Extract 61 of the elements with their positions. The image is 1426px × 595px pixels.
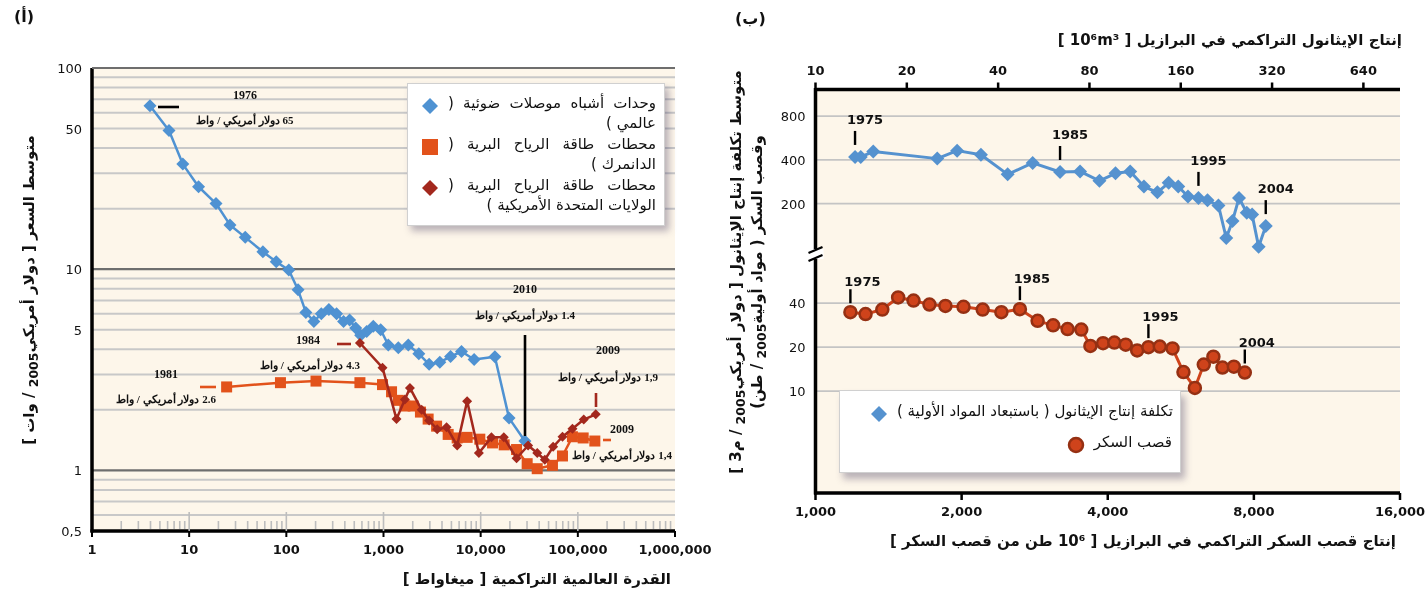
annotation: 65 دولار أمريكي / واط — [196, 113, 294, 127]
y-tick-label: 0,5 — [61, 523, 82, 539]
annotation: 2004 — [1238, 334, 1275, 349]
x-tick-label: 80 — [1080, 62, 1099, 77]
y-tick-label: 50 — [65, 121, 82, 137]
x-tick-label: 2,000 — [941, 503, 983, 519]
x-tick-label: 100 — [272, 541, 300, 557]
annotation: 1975 — [846, 111, 884, 127]
legend-label: وحدات أشباه موصلات ضوئية ( عالمي ) — [447, 94, 656, 133]
y-tick-label: 800 — [780, 108, 806, 124]
y-tick-label: 1 — [73, 462, 82, 478]
chart-title: (أ) — [14, 6, 35, 26]
x-tick-label: 16,000 — [1374, 503, 1426, 519]
x-tick-label: 1,000,000 — [638, 541, 712, 557]
annotation: 2.6 دولار أمريكي / واط — [116, 392, 216, 406]
y-tick-label: 10 — [65, 261, 82, 277]
y-tick-label: 40 — [788, 295, 806, 311]
annotation: 2010 — [513, 281, 537, 297]
legend-label: قصب السكر — [1092, 433, 1172, 453]
annotation: 1995 — [1142, 308, 1179, 324]
x-tick-label: 1,000 — [794, 503, 837, 519]
annotation: 1985 — [1051, 126, 1089, 142]
x-tick-label: 100,000 — [548, 541, 608, 557]
annotation: 1995 — [1190, 152, 1227, 168]
x-axis-title: إنتاج قصب السكر التراكمي في البرازيل [ 10⁶ طن من قصب السكر ] — [889, 532, 1396, 550]
x-tick-label: 640 — [1349, 62, 1377, 77]
x-tick-label: 1 — [87, 541, 97, 557]
x-tick-label: 8,000 — [1233, 503, 1275, 519]
x-tick-label: 10 — [180, 541, 199, 557]
annotation: 1976 — [233, 87, 257, 103]
x-tick-label: 10 — [806, 62, 825, 77]
x-tick-label: 10,000 — [455, 541, 506, 557]
x-tick-label: 4,000 — [1087, 503, 1129, 519]
annotation: 1975 — [844, 273, 881, 289]
annotation: 2009 — [596, 342, 620, 358]
chart-title: (ب) — [735, 8, 766, 28]
annotation: 1.4 دولار أمريكي / واط — [475, 308, 575, 322]
annotation: 1984 — [296, 332, 320, 348]
legend-label: تكلفة إنتاج الإيثانول ( باستبعاد المواد الأولية ) — [895, 402, 1173, 422]
x-tick-label: 1,000 — [362, 541, 405, 557]
annotation: 1,9 دولار أمريكي / واط — [558, 370, 658, 384]
y-tick-label: 200 — [780, 196, 806, 212]
annotation: 1981 — [154, 366, 178, 382]
legend-label: محطات طاقة الرياح البرية ( الولايات المتحدة الأمريكية ) — [447, 176, 656, 215]
legend-label: محطات طاقة الرياح البرية ( الدانمرك ) — [447, 135, 656, 174]
annotation: 2004 — [1257, 180, 1294, 196]
annotation: 1985 — [1013, 270, 1050, 286]
y-tick-label: 20 — [788, 339, 806, 355]
legend: تكلفة إنتاج الإيثانول ( باستبعاد المواد الأولية ) — [839, 390, 1181, 428]
y-tick-label: 400 — [780, 152, 806, 168]
x-axis-title: القدرة العالمية التراكمية [ ميغاواط ] — [402, 570, 671, 588]
annotation: 2009 — [610, 421, 634, 437]
x-tick-label: 320 — [1258, 62, 1286, 77]
annotation: 4.3 دولار أمريكي / واط — [260, 358, 360, 372]
x-tick-label: 40 — [989, 62, 1008, 77]
annotation: 1,4 دولار أمريكي / واط — [572, 448, 672, 462]
x-tick-label: 20 — [897, 62, 916, 77]
x-axis-title: إنتاج الإيثانول التراكمي في البرازيل [ 10⁶m³ ] — [1057, 31, 1402, 49]
x-tick-label: 160 — [1167, 62, 1195, 77]
y-tick-label: 5 — [73, 322, 82, 338]
y-tick-label: 10 — [788, 383, 806, 399]
